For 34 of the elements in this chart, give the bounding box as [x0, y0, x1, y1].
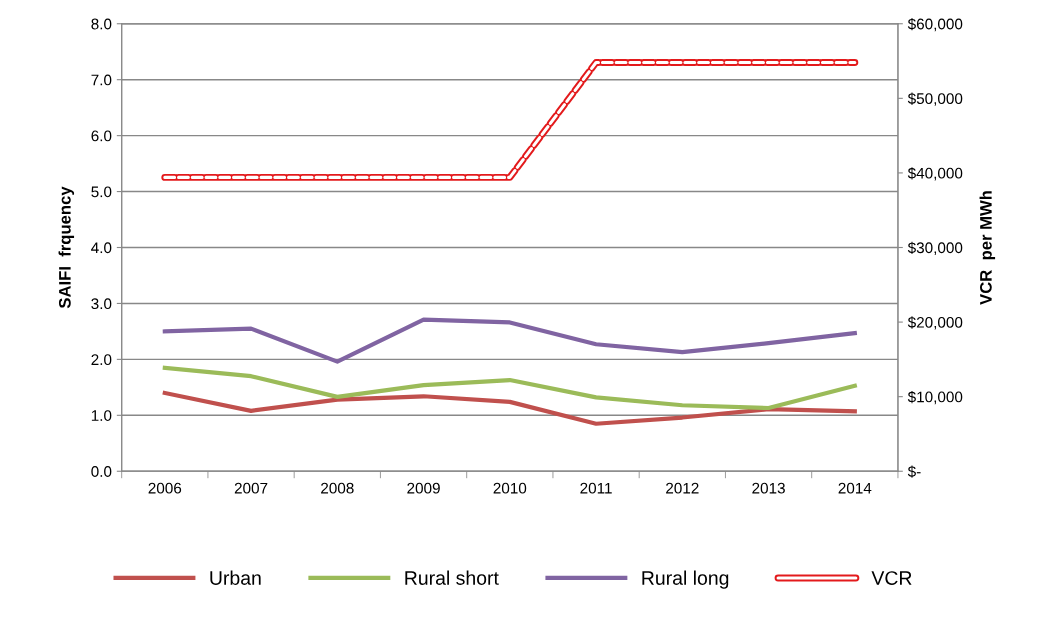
legend-label: Rural short — [405, 570, 499, 585]
y2-tick-label: $50,000 — [907, 92, 963, 106]
line-series — [162, 317, 857, 364]
x-tick-label: 2014 — [838, 482, 872, 494]
y-tick-label: 3.0 — [91, 298, 112, 310]
y2-tick-label: $60,000 — [907, 17, 963, 32]
x-tick-label: 2008 — [321, 482, 354, 494]
legend-label: VCR — [871, 571, 912, 585]
y2-tick-label: $30,000 — [907, 241, 963, 255]
x-tick-label: 2012 — [666, 482, 699, 494]
y-tick-label: 7.0 — [91, 74, 112, 86]
x-tick-label: 2011 — [580, 482, 612, 494]
x-tick-label: 2007 — [234, 482, 268, 494]
y2-tick-label: $10,000 — [907, 390, 963, 405]
x-tick-label: 2013 — [752, 482, 785, 494]
y-axis-title: SAIFI frquency — [58, 186, 75, 309]
y-tick-label: 4.0 — [91, 242, 112, 254]
legend-label: Urban — [210, 570, 261, 585]
x-tick-label: 2006 — [148, 482, 182, 494]
legend-label: Rural long — [642, 570, 729, 589]
y-tick-label: 8.0 — [91, 18, 112, 30]
y2-tick-label: $- — [907, 465, 921, 478]
line-series — [162, 390, 857, 426]
y2-axis-title: VCR per MWh — [979, 191, 996, 305]
y-tick-label: 2.0 — [91, 354, 112, 366]
y2-tick-label: $40,000 — [907, 167, 963, 181]
x-tick-label: 2010 — [493, 482, 527, 494]
x-tick-label: 2009 — [407, 482, 440, 494]
y-tick-label: 0.0 — [91, 466, 112, 477]
y2-tick-label: $20,000 — [907, 316, 963, 330]
y-tick-label: 5.0 — [91, 186, 112, 198]
line-series — [162, 365, 857, 411]
y-tick-label: 6.0 — [91, 130, 112, 142]
y-tick-label: 1.0 — [91, 410, 112, 421]
